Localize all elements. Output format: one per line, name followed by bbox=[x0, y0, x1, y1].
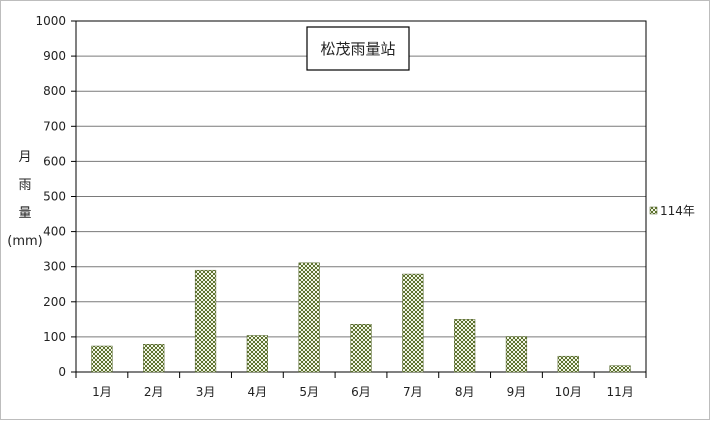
x-tick-label: 4月 bbox=[248, 385, 268, 399]
y-tick-label: 700 bbox=[43, 119, 66, 133]
x-tick-label: 3月 bbox=[196, 385, 216, 399]
bar-7 bbox=[402, 273, 424, 373]
y-tick-label: 100 bbox=[43, 330, 66, 344]
x-tick-label: 2月 bbox=[144, 385, 164, 399]
bar-10 bbox=[557, 355, 579, 373]
y-label-line: 月 bbox=[18, 150, 31, 165]
y-label-line: 量 bbox=[18, 206, 31, 221]
axes: 0 100 200 300 400 500 600 700 800 900 1000 1月 2月 3月 4月… bbox=[35, 14, 647, 399]
x-tick-label: 11月 bbox=[606, 385, 633, 399]
chart-title: 松茂雨量站 bbox=[320, 40, 395, 58]
y-tick-label: 300 bbox=[43, 260, 66, 274]
x-tick-label: 1月 bbox=[92, 385, 112, 399]
x-tick-label: 10月 bbox=[555, 385, 582, 399]
legend-swatch bbox=[649, 206, 658, 215]
legend-label: 114年 bbox=[660, 204, 695, 218]
y-tick-label: 1000 bbox=[35, 14, 66, 28]
y-axis-label: 月雨量 (mm) bbox=[7, 150, 42, 249]
bar-6 bbox=[350, 324, 372, 373]
x-tick-label: 5月 bbox=[299, 385, 319, 399]
y-tick-label: 900 bbox=[43, 49, 66, 63]
bar-1 bbox=[91, 345, 113, 373]
y-label-line: (mm) bbox=[7, 234, 42, 249]
gridlines bbox=[76, 20, 646, 373]
bar-11 bbox=[609, 365, 631, 373]
x-tick-label: 8月 bbox=[455, 385, 475, 399]
y-tick-label: 500 bbox=[43, 190, 66, 204]
title-frame bbox=[306, 26, 410, 71]
bar-3 bbox=[194, 269, 217, 373]
bars bbox=[91, 262, 631, 373]
chart-title-box: 松茂雨量站 bbox=[306, 26, 410, 71]
x-tick-label: 9月 bbox=[507, 385, 527, 399]
y-tick-label: 0 bbox=[58, 365, 66, 379]
y-tick-label: 200 bbox=[43, 295, 66, 309]
y-tick-label: 400 bbox=[43, 225, 66, 239]
bar-5 bbox=[298, 262, 320, 373]
bar-2 bbox=[143, 344, 165, 373]
x-tick-label: 6月 bbox=[351, 385, 371, 399]
bar-8 bbox=[454, 319, 476, 373]
bar-4 bbox=[246, 335, 268, 373]
y-tick-label: 800 bbox=[43, 84, 66, 98]
y-label-line: 雨 bbox=[18, 178, 31, 193]
legend: 114年 bbox=[649, 204, 695, 218]
x-tick-label: 7月 bbox=[403, 385, 423, 399]
bar-9 bbox=[505, 336, 528, 373]
y-tick-label: 600 bbox=[43, 154, 66, 168]
